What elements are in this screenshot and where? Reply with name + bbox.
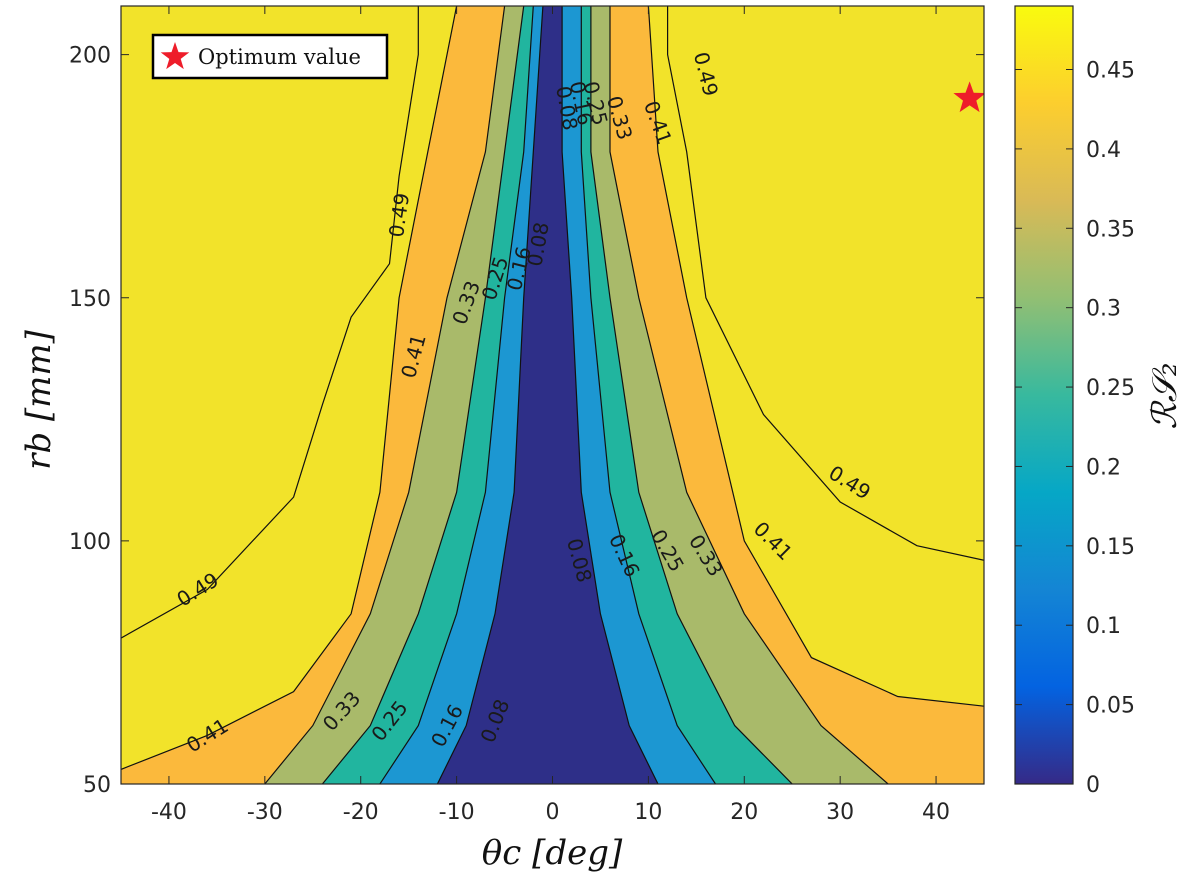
colorbar: 0 0.05 0.1 0.15 0.2 0.25 0.3 0.35 0.4 0.45 ℛ𝒮₂ bbox=[1014, 5, 1185, 798]
x-tick-label: 10 bbox=[634, 800, 662, 825]
colorbar-tick-label: 0.3 bbox=[1086, 297, 1121, 322]
x-tick-label: 40 bbox=[922, 800, 950, 825]
colorbar-tick-label: 0.35 bbox=[1086, 217, 1135, 242]
plot-area: 0.490.41 0.33 0.25 0.16 0.080.490.410.330.25… bbox=[121, 6, 984, 784]
colorbar-tick-label: 0 bbox=[1086, 773, 1100, 798]
legend-label: Optimum value bbox=[198, 45, 361, 69]
x-axis-label: θc [deg] bbox=[482, 833, 623, 873]
y-tick-label: 100 bbox=[69, 530, 111, 555]
contour-line-0.33-right bbox=[609, 6, 889, 784]
contour-line-0.41-right bbox=[647, 6, 984, 707]
y-tick-label: 150 bbox=[69, 287, 111, 312]
contour-line-0.16-right bbox=[580, 6, 717, 784]
colorbar-tick-label: 0.2 bbox=[1086, 455, 1121, 480]
colorbar-label: ℛ𝒮₂ bbox=[1145, 362, 1185, 429]
contour-line-0.16-left bbox=[379, 6, 534, 784]
x-tick-label: -40 bbox=[151, 800, 187, 825]
y-axis-label: rb [mm] bbox=[19, 329, 59, 470]
y-tick-label: 50 bbox=[83, 773, 111, 798]
x-tick-label: 20 bbox=[730, 800, 758, 825]
contour-line-0.25-right bbox=[590, 6, 793, 784]
contour-line-0.08-right bbox=[561, 6, 659, 784]
x-axis: -40 -30 -20 -10 0 10 20 30 40 bbox=[151, 6, 950, 825]
colorbar-tick-label: 0.15 bbox=[1086, 535, 1135, 560]
colorbar-tick-label: 0.4 bbox=[1086, 138, 1121, 163]
colorbar-ticks: 0 0.05 0.1 0.15 0.2 0.25 0.3 0.35 0.4 0.45 bbox=[1015, 59, 1135, 798]
x-tick-label: -30 bbox=[247, 800, 283, 825]
x-tick-label: -10 bbox=[439, 800, 475, 825]
x-tick-label: -20 bbox=[343, 800, 379, 825]
x-tick-label: 0 bbox=[546, 800, 560, 825]
optimum-star-icon bbox=[953, 81, 984, 113]
contour-line-0.49-right bbox=[666, 6, 984, 561]
colorbar-tick-label: 0.25 bbox=[1086, 376, 1135, 401]
colorbar-gradient bbox=[1015, 6, 1073, 784]
legend-box bbox=[151, 33, 389, 80]
y-axis: 50 100 150 200 bbox=[69, 44, 984, 798]
colorbar-tick-label: 0.1 bbox=[1086, 614, 1121, 639]
y-tick-label: 200 bbox=[69, 44, 111, 69]
colorbar-tick-label: 0.05 bbox=[1086, 694, 1135, 719]
legend-star-icon bbox=[160, 42, 190, 70]
x-tick-label: 30 bbox=[826, 800, 854, 825]
contour-line-0.41-left bbox=[121, 6, 458, 770]
contour-line-0.33-left bbox=[264, 6, 506, 784]
contour-line-0.08-left bbox=[436, 6, 544, 784]
optimum-marker bbox=[953, 81, 984, 113]
contour-lines bbox=[121, 6, 984, 784]
contour-line-0.49-left bbox=[121, 6, 419, 639]
contour-region-min bbox=[437, 6, 658, 784]
colorbar-frame bbox=[1014, 5, 1074, 785]
contour-line-0.25-left bbox=[321, 6, 525, 784]
colorbar-tick-label: 0.45 bbox=[1086, 59, 1135, 84]
legend: Optimum value bbox=[151, 33, 389, 80]
